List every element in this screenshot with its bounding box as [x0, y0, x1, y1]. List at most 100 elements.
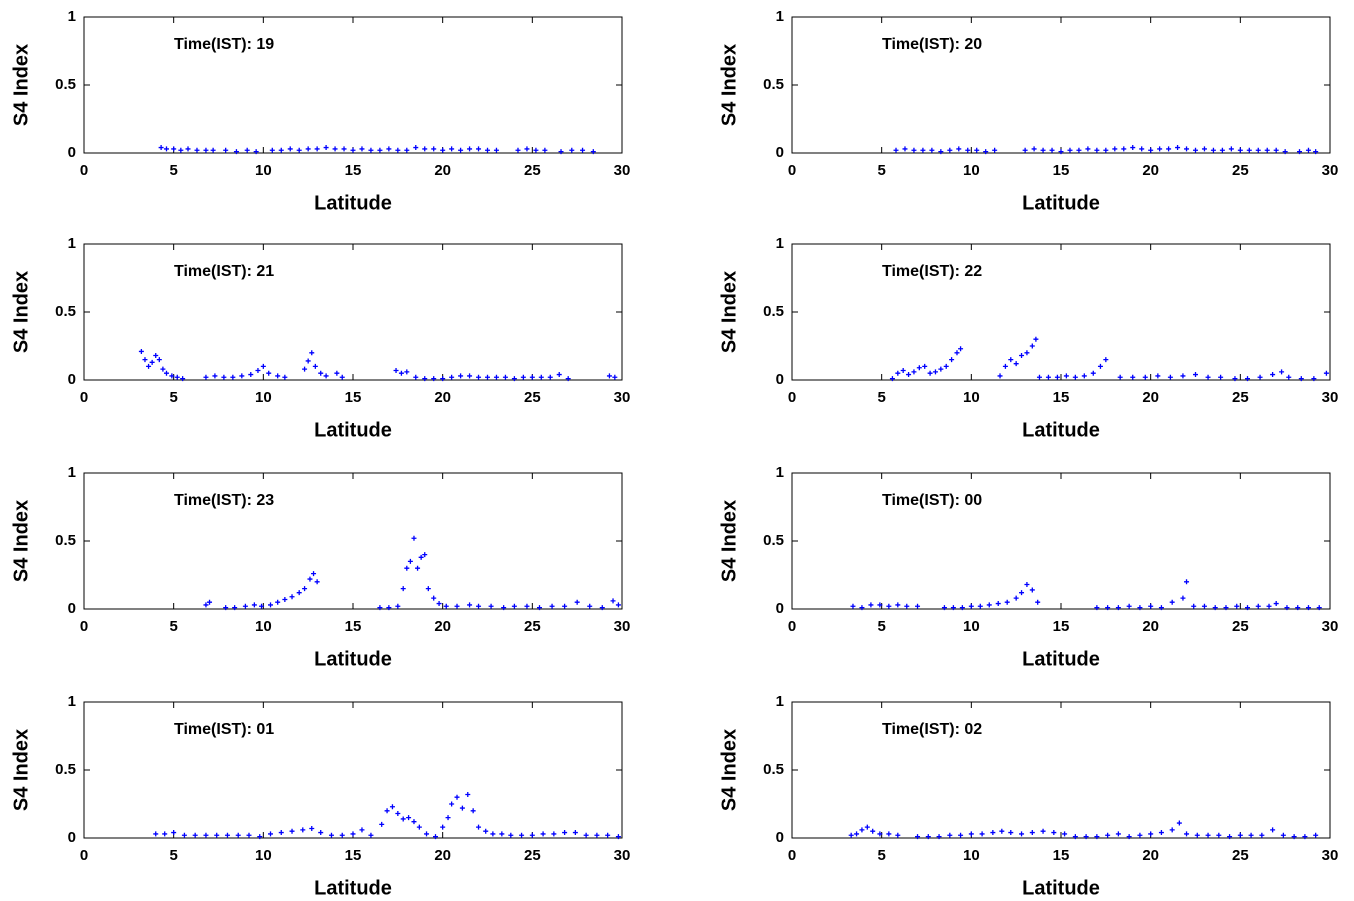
data-point: [900, 367, 906, 373]
plot-frame: [791, 243, 1331, 381]
data-point: [1103, 357, 1109, 363]
data-point: [920, 147, 926, 153]
data-point: [938, 366, 944, 372]
data-point: [1227, 834, 1233, 840]
data-point: [599, 605, 605, 611]
data-point: [332, 146, 338, 152]
x-tick-label: 30: [614, 847, 631, 864]
data-point: [470, 808, 476, 814]
data-point: [562, 603, 568, 609]
data-point: [1297, 149, 1303, 155]
data-point: [1013, 595, 1019, 601]
data-point: [386, 605, 392, 611]
data-point: [323, 145, 329, 151]
data-point: [483, 828, 489, 834]
data-point: [242, 603, 248, 609]
data-point: [877, 602, 883, 608]
data-point: [1019, 353, 1025, 359]
data-point: [850, 603, 856, 609]
data-point: [1072, 374, 1078, 380]
data-point: [309, 350, 315, 356]
data-point: [956, 146, 962, 152]
data-point: [493, 374, 499, 380]
data-point: [547, 374, 553, 380]
data-point: [1228, 146, 1234, 152]
data-point: [359, 146, 365, 152]
x-tick-label: 30: [1322, 162, 1339, 179]
x-tick-label: 25: [524, 847, 541, 864]
data-point: [551, 831, 557, 837]
data-point: [556, 372, 562, 378]
data-point: [574, 599, 580, 605]
data-point: [870, 828, 876, 834]
data-point: [1180, 595, 1186, 601]
data-point: [314, 579, 320, 585]
data-point: [538, 374, 544, 380]
x-tick-label: 15: [345, 389, 362, 406]
data-point: [1126, 603, 1132, 609]
data-point: [1008, 830, 1014, 836]
x-tick-label: 0: [80, 162, 88, 179]
data-point: [1255, 603, 1261, 609]
x-tick-label: 25: [1232, 162, 1249, 179]
annotation: Time(IST): 21: [174, 263, 274, 280]
data-point: [565, 376, 571, 382]
data-point: [309, 825, 315, 831]
data-point: [1033, 336, 1039, 342]
data-point: [425, 586, 431, 592]
data-point: [537, 605, 543, 611]
x-tick-label: 5: [169, 389, 177, 406]
data-point: [162, 831, 168, 837]
data-point: [848, 832, 854, 838]
y-tick-label: 0.5: [763, 532, 784, 549]
data-point: [169, 373, 175, 379]
data-point: [203, 374, 209, 380]
data-point: [181, 832, 187, 838]
data-point: [1255, 147, 1261, 153]
x-tick-label: 20: [434, 847, 451, 864]
data-point: [904, 603, 910, 609]
data-point: [311, 571, 317, 577]
data-point: [178, 147, 184, 153]
data-point: [938, 149, 944, 155]
data-point: [275, 373, 281, 379]
data-point: [1090, 370, 1096, 376]
x-tick-label: 15: [345, 162, 362, 179]
data-point: [1040, 828, 1046, 834]
data-point: [1313, 832, 1319, 838]
data-point: [287, 146, 293, 152]
data-point: [1040, 147, 1046, 153]
data-point: [400, 816, 406, 822]
data-point: [257, 834, 263, 840]
data-point: [386, 146, 392, 152]
data-point: [1257, 374, 1263, 380]
data-point: [1216, 832, 1222, 838]
subplot: 0 5 10 15 20 25 30 0 0.5 1 Latitude S4 Index Time(IS…: [718, 464, 1338, 670]
x-tick-label: 30: [1322, 618, 1339, 635]
data-point: [350, 831, 356, 837]
x-tick-label: 15: [1053, 847, 1070, 864]
data-point: [1232, 376, 1238, 382]
data-point: [936, 834, 942, 840]
data-point: [1175, 145, 1181, 151]
data-point: [540, 831, 546, 837]
data-point: [983, 149, 989, 155]
data-point: [1029, 587, 1035, 593]
data-point: [1148, 147, 1154, 153]
data-point: [902, 146, 908, 152]
data-point: [1180, 373, 1186, 379]
data-point: [1234, 603, 1240, 609]
data-point: [323, 373, 329, 379]
data-point: [1223, 605, 1229, 611]
data-point: [572, 830, 578, 836]
x-tick-label: 20: [1142, 162, 1159, 179]
data-point: [404, 147, 410, 153]
data-point: [232, 605, 238, 611]
data-point: [314, 146, 320, 152]
data-point: [916, 365, 922, 371]
data-point: [1205, 374, 1211, 380]
data-point: [1024, 582, 1030, 588]
data-point: [965, 147, 971, 153]
y-tick-label: 1: [776, 8, 784, 25]
